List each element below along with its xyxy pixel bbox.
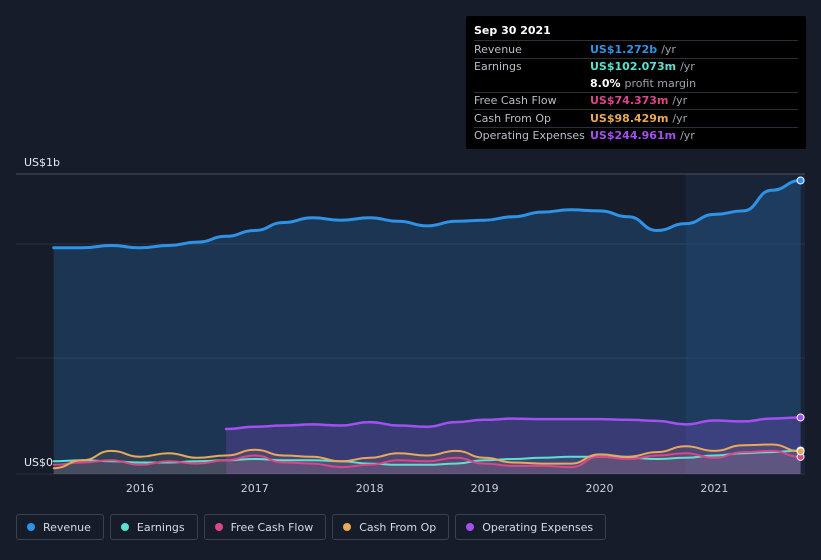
legend-label: Earnings xyxy=(136,520,185,534)
legend-dot-icon xyxy=(120,523,129,531)
legend: Revenue Earnings Free Cash Flow Cash Fro… xyxy=(16,514,607,540)
tooltip-unit: /yr xyxy=(680,60,695,74)
legend-item-cash-from-op[interactable]: Cash From Op xyxy=(332,514,450,540)
series-lines xyxy=(52,176,805,470)
y-axis-top-label: US$1b xyxy=(24,156,61,169)
free-cash-flow-line xyxy=(52,449,802,469)
gridlines xyxy=(16,173,805,475)
revenue-line xyxy=(52,179,803,250)
x-axis-tick-labels: 2016 2017 2018 2019 2020 2021 xyxy=(126,482,728,495)
revenue-area xyxy=(53,180,801,474)
legend-dot-icon xyxy=(343,523,352,531)
tooltip-value: US$74.373m xyxy=(590,94,669,108)
operating-expenses-end-marker xyxy=(796,413,805,422)
tooltip-label: Operating Expenses xyxy=(474,129,585,143)
legend-label: Operating Expenses xyxy=(482,520,594,534)
legend-item-revenue[interactable]: Revenue xyxy=(16,514,104,540)
y-axis-bottom-label: US$0 xyxy=(24,456,54,469)
cash-from-op-area xyxy=(53,444,801,474)
tooltip-row-profit-margin: 8.0% profit margin xyxy=(474,75,798,92)
legend-label: Cash From Op xyxy=(359,520,437,534)
cash-from-op-end-marker xyxy=(796,447,805,456)
tooltip-value: 8.0% xyxy=(590,76,621,90)
legend-label: Free Cash Flow xyxy=(230,520,314,534)
free-cash-flow-area xyxy=(53,450,801,474)
tooltip-unit: /yr xyxy=(661,42,676,56)
legend-dot-icon xyxy=(466,523,475,531)
x-tick-label: 2021 xyxy=(700,482,728,495)
tooltip-date: Sep 30 2021 xyxy=(474,24,551,37)
forecast-highlight-band xyxy=(685,174,805,474)
tooltip-value: US$102.073m xyxy=(590,60,677,74)
tooltip-label: Revenue xyxy=(474,42,522,56)
tooltip-row-free-cash-flow: Free Cash Flow US$74.373m /yr xyxy=(474,91,798,110)
tooltip-row-cash-from-op: Cash From Op US$98.429m /yr xyxy=(474,109,798,127)
legend-item-earnings[interactable]: Earnings xyxy=(109,514,198,540)
tooltip-value: US$1.272b xyxy=(590,42,658,56)
revenue-end-marker xyxy=(796,176,805,185)
legend-dot-icon xyxy=(214,523,223,531)
tooltip-label: Free Cash Flow xyxy=(474,94,557,108)
x-tick-label: 2019 xyxy=(471,482,499,495)
data-tooltip: Sep 30 2021 Revenue US$1.272b /yr Earnin… xyxy=(466,16,806,149)
tooltip-row-earnings: Earnings US$102.073m /yr xyxy=(474,57,798,76)
tooltip-value: US$98.429m xyxy=(590,111,669,125)
legend-label: Revenue xyxy=(43,520,91,534)
legend-item-free-cash-flow[interactable]: Free Cash Flow xyxy=(203,514,327,540)
tooltip-label: Earnings xyxy=(474,60,522,74)
x-tick-label: 2016 xyxy=(126,482,154,495)
earnings-area xyxy=(53,450,801,474)
x-tick-label: 2017 xyxy=(241,482,269,495)
legend-dot-icon xyxy=(27,523,35,531)
tooltip-unit: /yr xyxy=(672,111,688,125)
x-tick-label: 2020 xyxy=(585,482,613,495)
tooltip-unit: /yr xyxy=(672,94,688,108)
tooltip-row-operating-expenses: Operating Expenses US$244.961m /yr xyxy=(474,126,798,145)
tooltip-row-revenue: Revenue US$1.272b /yr xyxy=(474,40,798,58)
x-tick-label: 2018 xyxy=(356,482,384,495)
legend-item-operating-expenses[interactable]: Operating Expenses xyxy=(455,514,607,540)
tooltip-value: US$244.961m xyxy=(590,129,677,143)
cash-from-op-line xyxy=(52,443,802,470)
operating-expenses-line xyxy=(224,416,802,431)
tooltip-label: Cash From Op xyxy=(474,111,552,125)
tooltip-unit: /yr xyxy=(680,129,695,143)
tooltip-unit: profit margin xyxy=(624,76,697,90)
